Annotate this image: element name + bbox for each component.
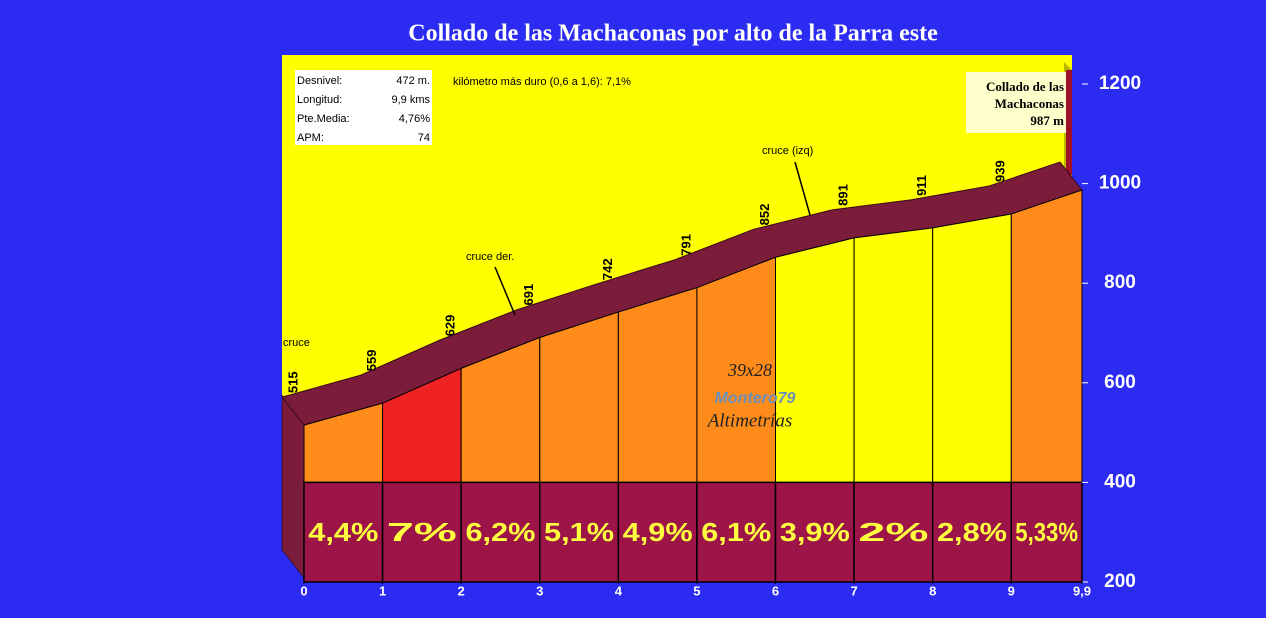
y-tick-label: 1000 xyxy=(1099,173,1141,194)
gradient-label: 3,9% xyxy=(780,517,850,547)
stats-box xyxy=(295,70,432,145)
profile-segment xyxy=(853,227,934,483)
elevation-label: 791 xyxy=(678,234,693,256)
gradient-box xyxy=(774,481,855,583)
summit-label: Machaconas xyxy=(995,96,1064,111)
summit-box xyxy=(966,72,1066,133)
hardest-km: kilómetro más duro (0,6 a 1,6): 7,1% xyxy=(453,76,631,88)
gradient-box xyxy=(696,481,777,583)
y-tick-label: 1200 xyxy=(1099,73,1141,94)
x-tick-label: 9,9 xyxy=(1073,583,1091,598)
gradient-label: 4,4% xyxy=(308,517,378,547)
elevation-label: 891 xyxy=(836,184,851,206)
gradient-box xyxy=(460,481,541,583)
x-tick-label: 3 xyxy=(536,583,543,598)
gradient-label: 5,1% xyxy=(544,517,614,547)
gradient-label: 6,1% xyxy=(701,517,771,547)
x-tick-label: 7 xyxy=(850,583,857,598)
gradient-label: 2% xyxy=(858,517,928,547)
side-wall xyxy=(281,394,305,579)
x-tick-label: 9 xyxy=(1008,583,1015,598)
profile-segment xyxy=(617,287,698,483)
x-tick-label: 0 xyxy=(300,583,307,598)
gradient-box xyxy=(1010,481,1083,583)
annotation-pointer xyxy=(494,266,516,316)
y-tick-label: 200 xyxy=(1104,571,1136,592)
x-tick-label: 6 xyxy=(772,583,779,598)
stat-label: APM: xyxy=(297,132,324,144)
annotation-pointer xyxy=(794,161,811,216)
y-tick-label: 800 xyxy=(1104,272,1136,293)
x-tick-label: 2 xyxy=(458,583,465,598)
watermark: 39x28 xyxy=(727,360,772,380)
watermark: Altimetrías xyxy=(706,410,792,431)
x-tick-label: 4 xyxy=(615,583,623,598)
summit-label: Collado de las xyxy=(986,79,1064,94)
gradient-label: 7% xyxy=(387,517,457,547)
elevation-label: 629 xyxy=(443,315,458,337)
x-tick-label: 5 xyxy=(693,583,700,598)
y-tick-label: 600 xyxy=(1104,372,1136,393)
profile-segment xyxy=(539,311,619,483)
x-tick-label: 1 xyxy=(379,583,386,598)
y-tick-label: 400 xyxy=(1104,471,1136,492)
stat-value: 472 m. xyxy=(396,75,430,87)
elevation-label: 559 xyxy=(364,350,379,372)
gradient-box xyxy=(853,481,934,583)
stat-label: Longitud: xyxy=(297,94,342,106)
gradient-box xyxy=(381,481,462,583)
stat-value: 4,76% xyxy=(399,113,430,125)
x-tick-label: 8 xyxy=(929,583,936,598)
annotation: cruce (izq) xyxy=(762,145,813,157)
profile-segment xyxy=(932,213,1012,483)
stat-value: 9,9 kms xyxy=(391,94,430,106)
gradient-label: 6,2% xyxy=(465,517,535,547)
profile-segment xyxy=(775,237,855,483)
annotation: cruce xyxy=(283,337,310,349)
elevation-label: 515 xyxy=(285,371,300,393)
gradient-label: 4,9% xyxy=(623,517,693,547)
summit-pole xyxy=(1066,70,1072,175)
stat-value: 74 xyxy=(418,132,430,144)
elevation-label: 911 xyxy=(914,175,929,196)
elevation-label: 742 xyxy=(600,258,615,280)
gradient-label: 2,8% xyxy=(937,517,1007,547)
annotation: cruce der. xyxy=(466,251,514,263)
elevation-label: 852 xyxy=(757,204,772,226)
stat-label: Desnivel: xyxy=(297,75,342,87)
gradient-box xyxy=(539,481,620,583)
chart-title: Collado de las Machaconas por alto de la… xyxy=(408,21,938,47)
elevation-label: 939 xyxy=(993,160,1008,182)
elevation-label: 691 xyxy=(521,284,536,306)
watermark: Montero79 xyxy=(715,390,796,407)
profile-segment xyxy=(1010,189,1083,483)
gradient-label: 5,33% xyxy=(1015,517,1078,547)
stat-label: Pte.Media: xyxy=(297,113,350,125)
gradient-box xyxy=(617,481,698,583)
summit-label: 987 m xyxy=(1030,113,1064,128)
